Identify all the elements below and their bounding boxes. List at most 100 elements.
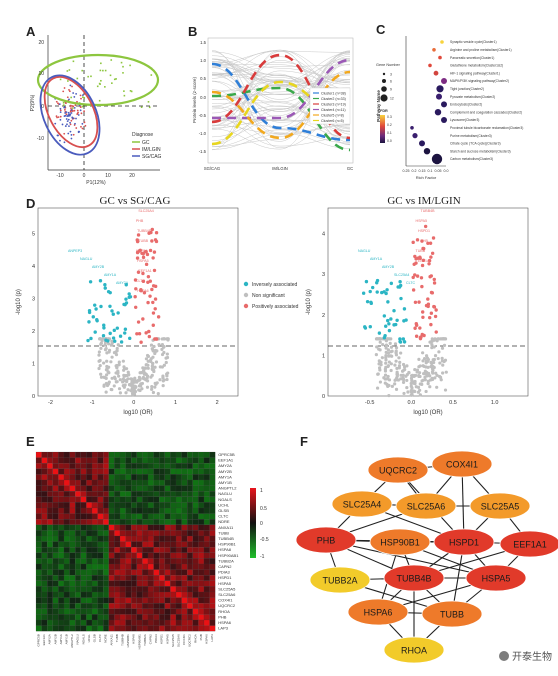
c-pathway-label: MAPK/PI3K signaling pathway(Cluster2) [450,79,509,83]
e-heat-cell [203,625,210,632]
e-heat-cell [52,597,59,604]
e-heat-cell [203,530,210,537]
d-point-positive [417,300,421,304]
e-heat-cell [119,507,126,514]
d-point-positive [151,300,155,305]
e-heat-cell [75,457,81,464]
e-heat-cell [69,597,76,604]
sg-point [69,84,72,87]
d-point-ns [433,354,438,358]
e-heat-cell [47,479,53,486]
e-heat-cell [131,541,137,548]
e-heat-cell [35,457,42,464]
c-xtick: 0.05 [435,169,442,173]
e-heat-cell [175,619,182,626]
e-heat-cell [159,558,165,565]
d-point-ns [421,364,425,368]
e-heat-cell [80,496,87,503]
e-heat-cell [63,614,70,621]
d-point-ns [151,361,155,366]
e-heat-cell [80,591,87,598]
d-point-ns [384,365,388,370]
e-heat-cell [175,603,182,609]
d-point-ns [417,371,422,375]
e-heat-cell [97,502,104,509]
e-heat-cell [114,507,121,514]
e-heat-cell [164,507,171,514]
e-heat-cell [91,575,98,581]
e-heat-cell [97,569,104,576]
e-colorbar-tick: -0.5 [260,537,269,543]
d-point-ns [409,393,413,397]
b-legend-item: Cluster3 (n=19) [321,102,346,106]
e-heat-cell [97,530,104,537]
e-heat-cell [114,625,121,632]
e-heat-cell [159,513,165,520]
e-row-label: PDIA3 [218,570,230,575]
e-heat-cell [187,496,193,503]
d-point-ns [418,388,422,392]
e-heat-cell [131,513,137,520]
e-heat-cell [198,591,205,598]
e-heat-cell [108,502,115,509]
e-heat-cell [103,463,109,469]
e-heat-cell [125,535,132,542]
e-heat-cell [41,491,48,497]
d-gene-label: NAGLU [80,257,93,261]
e-heat-cell [91,625,98,632]
e-heat-cell [41,591,48,598]
e-heat-cell [125,580,132,587]
e-heat-cell [147,463,154,469]
e-heat-cell [159,451,165,458]
e-heat-cell [187,547,193,553]
d-point-ns [162,350,166,355]
d-point-ns [141,369,146,373]
e-heat-cell [209,591,216,598]
e-row-label: UQCRC2 [218,603,236,608]
d-point-inverse [108,290,112,295]
e-heat-cell [175,563,182,570]
e-heat-cell [41,463,48,469]
d-point-inverse [93,330,97,334]
e-heat-cell [69,608,76,615]
e-col-label: HSPA5 [165,634,169,644]
e-heat-cell [147,491,154,497]
e-heat-cell [58,552,65,559]
d-point-ns [105,364,109,369]
e-heat-cell [35,485,42,492]
e-heat-cell [175,586,182,593]
d-point-ns [444,370,448,374]
e-heat-cell [86,619,93,626]
e-heat-cell [119,603,126,609]
d-point-positive [135,332,139,336]
d-point-ns [390,384,394,388]
e-heat-cell [47,474,53,481]
gc-point [100,79,102,82]
d-point-ns [103,343,107,347]
e-heat-cell [181,530,188,537]
e-heat-cell [52,496,59,503]
d-point-inverse [377,331,382,335]
e-heat-cell [69,547,76,553]
d-point-positive [148,294,152,298]
e-heat-cell [119,463,126,469]
e-col-label: NGALS [81,634,85,644]
d-gene-label: AMY1A [370,257,383,261]
e-heat-cell [52,479,59,486]
d-point-positive [135,238,139,242]
d-point-ns [98,363,102,368]
e-heat-cell [86,463,93,469]
e-heat-cell [153,502,160,509]
gc-point [100,62,102,65]
e-heat-cell [170,563,177,570]
c-fdr-tick: 0.2 [387,123,392,127]
a-xtick: -10 [56,173,63,179]
d-point-ns [404,374,408,378]
sg-point [59,107,62,110]
gc-point [148,106,151,109]
e-heat-cell [147,619,154,626]
e-heat-cell [181,580,188,587]
e-heat-cell [142,502,149,509]
e-heat-cell [153,563,160,570]
e-heat-cell [41,496,48,503]
